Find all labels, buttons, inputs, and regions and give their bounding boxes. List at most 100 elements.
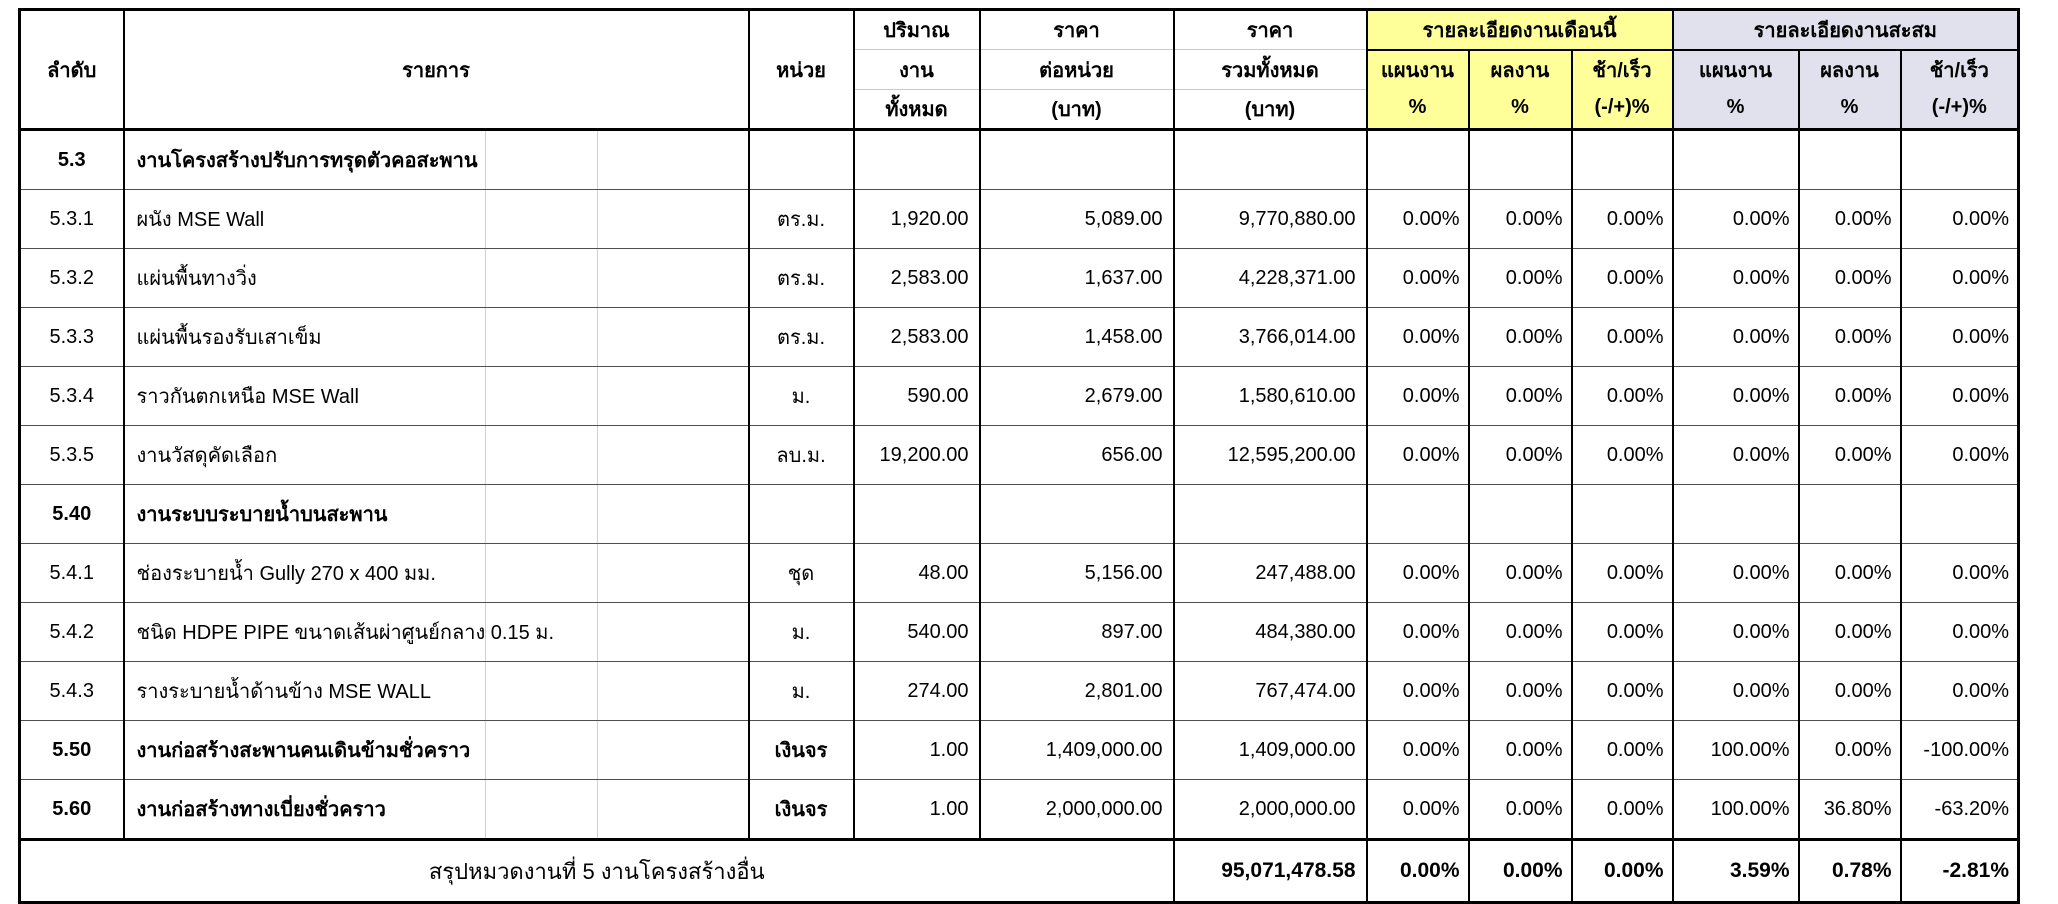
subheader-line: แผนงาน (1381, 60, 1454, 83)
cell-month-diff: 0.00% (1570, 661, 1673, 721)
cell-qty: 540.00 (852, 602, 980, 662)
cell-total-price: 1,409,000.00 (1172, 720, 1367, 780)
cell-unit-price: 656.00 (978, 425, 1174, 485)
cell-month-plan: 0.00% (1365, 543, 1469, 603)
cell-unit: ตร.ม. (747, 248, 854, 308)
item-row: 5.3.4 ราวกันตกเหนือ MSE Wall ม. 590.00 2,679… (18, 366, 2019, 426)
cell-no: 5.40 (18, 484, 124, 544)
cell-month-actual (1467, 484, 1572, 544)
item-row: 5.4.3 รางระบายน้ำด้านข้าง MSE WALL ม. 274.0… (18, 661, 2019, 721)
cell-month-actual: 0.00% (1467, 307, 1572, 367)
header-qty-line2: งาน (852, 49, 980, 90)
cell-unit: เงินจร (747, 779, 854, 840)
cell-month-plan: 0.00% (1365, 425, 1469, 485)
cell-unit-price: 2,679.00 (978, 366, 1174, 426)
summary-cum-diff: -2.81% (1899, 838, 2019, 903)
cell-unit: ม. (747, 366, 854, 426)
header-group-cumulative: รายละเอียดงานสะสม (1671, 9, 2019, 51)
summary-cum-actual: 0.78% (1797, 838, 1901, 903)
cell-item: ช่องระบายน้ำ Gully 270 x 400 มม. (122, 543, 749, 603)
cell-item: งานระบบระบายน้ำบนสะพาน (122, 484, 749, 544)
subheader-line: ผลงาน (1490, 60, 1550, 83)
cell-month-diff (1570, 484, 1673, 544)
cell-month-diff: 0.00% (1570, 720, 1673, 780)
cell-month-plan: 0.00% (1365, 307, 1469, 367)
cell-total-price (1172, 484, 1367, 544)
cell-month-diff: 0.00% (1570, 366, 1673, 426)
cell-month-actual: 0.00% (1467, 366, 1572, 426)
cell-month-actual: 0.00% (1467, 602, 1572, 662)
cell-unit-price: 5,089.00 (978, 189, 1174, 249)
section-row: 5.50 งานก่อสร้างสะพานคนเดินข้ามชั่วคราว เง… (18, 720, 2019, 780)
cell-qty: 274.00 (852, 661, 980, 721)
cell-item: ราวกันตกเหนือ MSE Wall (122, 366, 749, 426)
cell-cum-diff: 0.00% (1899, 425, 2019, 485)
cell-qty: 1,920.00 (852, 189, 980, 249)
cell-item: งานวัสดุคัดเลือก (122, 425, 749, 485)
summary-label: สรุปหมวดงานที่ 5 งานโครงสร้างอื่น (19, 838, 1174, 903)
cell-month-plan: 0.00% (1365, 661, 1469, 721)
cell-cum-actual (1797, 484, 1901, 544)
cell-unit: ลบ.ม. (747, 425, 854, 485)
header-row-1: ลำดับ รายการ หน่วย ปริมาณ ราคา ราคา รายล… (18, 9, 2019, 130)
cell-item: งานก่อสร้างทางเบี่ยงชั่วคราว (122, 779, 749, 840)
cell-unit: เงินจร (747, 720, 854, 780)
cell-total-price: 9,770,880.00 (1172, 189, 1367, 249)
cell-unit: ชุด (747, 543, 854, 603)
cell-total-price: 12,595,200.00 (1172, 425, 1367, 485)
cell-unit: ม. (747, 661, 854, 721)
header-cum-plan: แผนงาน % (1671, 49, 1799, 130)
cell-item: แผ่นพื้นทางวิ่ง (122, 248, 749, 308)
section-row: 5.60 งานก่อสร้างทางเบี่ยงชั่วคราว เงินจร 1.… (18, 779, 2019, 840)
cell-qty: 48.00 (852, 543, 980, 603)
cell-month-plan (1365, 128, 1469, 190)
cell-month-actual: 0.00% (1467, 425, 1572, 485)
item-row: 5.3.5 งานวัสดุคัดเลือก ลบ.ม. 19,200.00 656.0… (18, 425, 2019, 485)
cell-total-price: 2,000,000.00 (1172, 779, 1367, 840)
cell-no: 5.3.5 (18, 425, 124, 485)
header-cum-actual: ผลงาน % (1797, 49, 1901, 130)
cell-cum-actual: 0.00% (1797, 307, 1901, 367)
cell-cum-diff: 0.00% (1899, 543, 2019, 603)
cell-cum-actual: 36.80% (1797, 779, 1901, 840)
item-row: 5.4.1 ช่องระบายน้ำ Gully 270 x 400 มม. ชุด… (18, 543, 2019, 603)
cell-unit: ตร.ม. (747, 189, 854, 249)
cell-cum-actual: 0.00% (1797, 602, 1901, 662)
cell-month-plan (1365, 484, 1469, 544)
cell-total-price: 1,580,610.00 (1172, 366, 1367, 426)
cell-unit-price (978, 484, 1174, 544)
header-unitprice-line2: ต่อหน่วย (978, 49, 1174, 90)
cell-cum-plan: 0.00% (1671, 307, 1799, 367)
summary-cum-plan: 3.59% (1671, 838, 1799, 903)
cell-qty: 590.00 (852, 366, 980, 426)
cell-month-actual: 0.00% (1467, 779, 1572, 840)
cell-total-price: 484,380.00 (1172, 602, 1367, 662)
subheader-line: แผนงาน (1699, 60, 1772, 83)
header-cum-diff: ช้า/เร็ว (-/+)% (1899, 49, 2019, 130)
header-month-diff: ช้า/เร็ว (-/+)% (1570, 49, 1673, 130)
cell-item: แผ่นพื้นรองรับเสาเข็ม (122, 307, 749, 367)
header-row-3: ทั้งหมด (บาท) (บาท) (20, 89, 2019, 130)
summary-total: 95,071,478.58 (1172, 838, 1367, 903)
subheader-line: % (1511, 96, 1529, 119)
header-group-month: รายละเอียดงานเดือนนี้ (1365, 9, 1673, 51)
cell-month-plan: 0.00% (1365, 720, 1469, 780)
cell-cum-diff: 0.00% (1899, 307, 2019, 367)
cell-no: 5.3 (18, 128, 124, 190)
cell-unit (747, 128, 854, 190)
cell-month-diff: 0.00% (1570, 425, 1673, 485)
cell-unit-price: 2,000,000.00 (978, 779, 1174, 840)
cell-cum-diff: 0.00% (1899, 248, 2019, 308)
cell-month-plan: 0.00% (1365, 248, 1469, 308)
cell-total-price: 767,474.00 (1172, 661, 1367, 721)
cell-item: งานก่อสร้างสะพานคนเดินข้ามชั่วคราว (122, 720, 749, 780)
cell-month-diff: 0.00% (1570, 307, 1673, 367)
cell-qty: 2,583.00 (852, 307, 980, 367)
cell-cum-plan: 100.00% (1671, 720, 1799, 780)
cell-qty: 1.00 (852, 720, 980, 780)
header-row-2: งาน ต่อหน่วย รวมทั้งหมด แผนงาน % ผลงาน %… (20, 49, 2019, 130)
cell-month-plan: 0.00% (1365, 189, 1469, 249)
table-header: ลำดับ รายการ หน่วย ปริมาณ ราคา ราคา รายล… (18, 9, 2019, 130)
cell-cum-plan: 0.00% (1671, 602, 1799, 662)
cell-qty (852, 128, 980, 190)
